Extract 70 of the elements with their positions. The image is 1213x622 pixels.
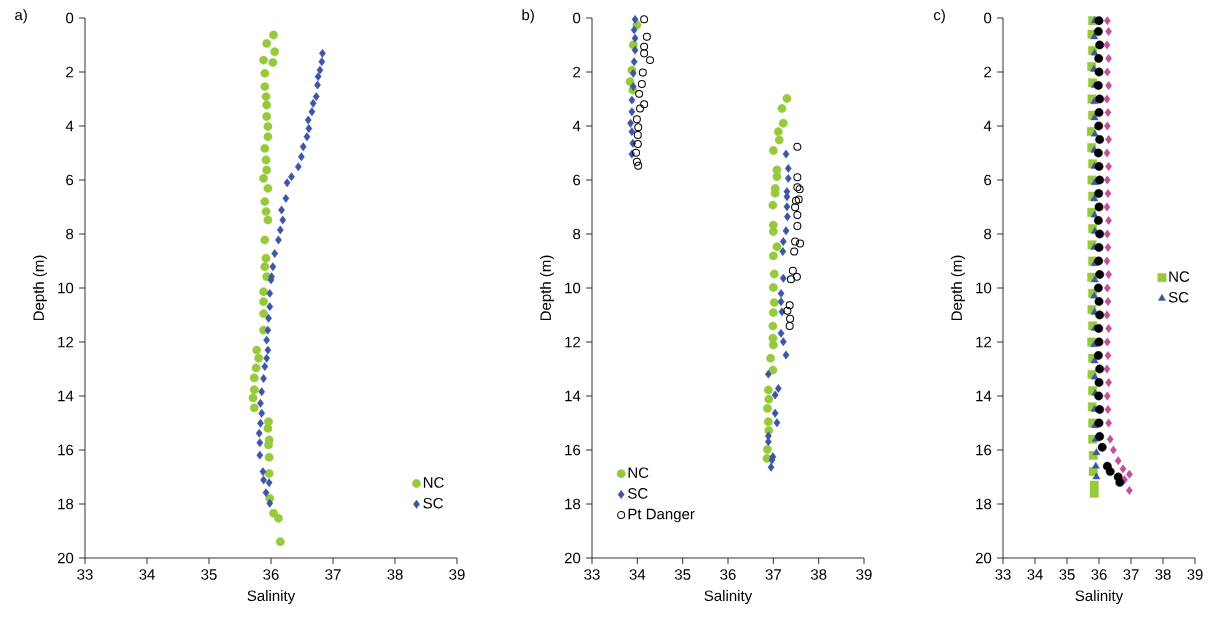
y-tick-label: 4 xyxy=(65,120,74,132)
y-tick-label: 10 xyxy=(58,282,74,294)
y-tick-label: 12 xyxy=(565,336,581,348)
x-tick-label: 36 xyxy=(263,569,279,580)
y-tick-label: 10 xyxy=(565,282,581,294)
y-tick-label: 20 xyxy=(975,552,992,564)
y-tick-label: 18 xyxy=(976,498,992,510)
chart-title: a) xyxy=(15,9,27,24)
x-tick-label: 36 xyxy=(720,569,736,580)
legend-label: Pt Danger xyxy=(628,508,695,523)
y-tick-label: 18 xyxy=(58,498,74,510)
y-tick-label: 14 xyxy=(58,390,74,402)
x-tick-label: 38 xyxy=(387,569,403,580)
y-tick-label: 0 xyxy=(573,12,581,24)
x-tick-label: 39 xyxy=(1187,569,1203,580)
legend-label: NC xyxy=(423,477,444,488)
y-tick-label: 16 xyxy=(976,444,992,456)
y-tick-label: 8 xyxy=(66,228,74,240)
y-tick-label: 6 xyxy=(66,174,74,186)
y-tick-label: 12 xyxy=(976,336,992,348)
y-tick-label: 8 xyxy=(984,228,992,240)
x-tick-label: 35 xyxy=(1059,569,1075,580)
y-tick-label: 20 xyxy=(564,552,581,564)
y-tick-label: 18 xyxy=(565,498,581,510)
y-axis-title: Depth (m) xyxy=(32,255,47,321)
y-tick-label: 20 xyxy=(57,552,74,564)
y-tick-label: 0 xyxy=(984,12,992,24)
x-tick-label: 35 xyxy=(201,569,217,580)
legend-label: NC xyxy=(1169,271,1190,282)
x-tick-label: 34 xyxy=(629,569,646,580)
x-tick-label: 37 xyxy=(1123,569,1139,580)
y-tick-label: 16 xyxy=(58,444,74,456)
y-axis-title: Depth (m) xyxy=(950,255,965,321)
y-tick-label: 2 xyxy=(984,66,992,78)
x-tick-label: 33 xyxy=(77,569,93,580)
x-tick-label: 38 xyxy=(810,569,827,580)
x-tick-label: 36 xyxy=(1091,569,1107,580)
y-tick-label: 14 xyxy=(565,390,581,402)
x-tick-label: 33 xyxy=(584,569,600,580)
y-axis-title: Depth (m) xyxy=(539,255,554,321)
y-tick-label: 10 xyxy=(976,282,992,294)
y-tick-label: 16 xyxy=(565,444,581,456)
y-tick-label: 2 xyxy=(66,66,74,78)
x-tick-label: 35 xyxy=(674,569,691,580)
y-tick-label: 8 xyxy=(573,228,581,240)
legend-label: SC xyxy=(423,497,443,509)
y-tick-label: 4 xyxy=(983,120,992,132)
legend-label: SC xyxy=(1168,292,1189,303)
x-tick-label: 37 xyxy=(325,569,341,580)
x-axis-title: Salinity xyxy=(1075,590,1124,604)
y-tick-label: 4 xyxy=(572,120,581,132)
y-tick-label: 0 xyxy=(66,12,74,24)
x-axis-title: Salinity xyxy=(704,590,753,604)
x-tick-label: 38 xyxy=(1155,569,1171,580)
y-tick-label: 6 xyxy=(573,174,581,186)
x-tick-label: 39 xyxy=(449,569,465,580)
chart-title: c) xyxy=(933,9,945,24)
x-tick-label: 34 xyxy=(139,569,155,580)
y-tick-label: 6 xyxy=(984,174,992,186)
x-tick-label: 33 xyxy=(995,569,1011,580)
legend-label: SC xyxy=(628,488,648,499)
chart-title: b) xyxy=(522,9,534,24)
x-axis-title: Salinity xyxy=(247,590,296,604)
x-tick-label: 37 xyxy=(765,569,781,580)
y-tick-label: 12 xyxy=(58,336,74,348)
x-tick-label: 39 xyxy=(856,569,872,580)
x-tick-label: 34 xyxy=(1027,569,1043,580)
y-tick-label: 14 xyxy=(976,390,992,402)
y-tick-label: 2 xyxy=(573,66,581,78)
legend-label: NC xyxy=(628,467,649,479)
